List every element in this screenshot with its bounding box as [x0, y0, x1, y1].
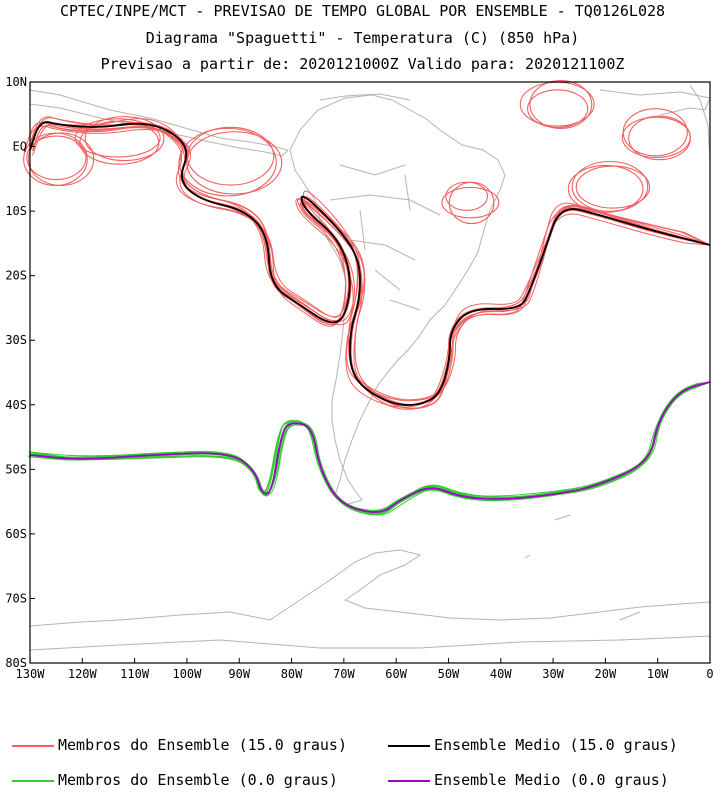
member-15-contour [441, 186, 500, 219]
map-frame [29, 81, 711, 664]
member-15-contour [74, 118, 161, 158]
south-america-coastline [289, 94, 506, 506]
antarctica-lower [29, 635, 711, 651]
lat-tick-label: 20S [5, 269, 27, 283]
lat-tick-label: 70S [5, 591, 27, 605]
legend-label-mean-15: Ensemble Medio (15.0 graus) [434, 736, 678, 754]
member-0-contour [30, 381, 711, 513]
member-0-contour [29, 381, 711, 513]
member-15-contour [178, 127, 277, 197]
member-15-contour [29, 121, 711, 406]
lon-tick-label: 110W [120, 667, 150, 681]
member-15-contour [628, 115, 691, 161]
contour-lines [23, 80, 711, 516]
member-0-contour [29, 381, 711, 514]
lon-tick-label: 10W [647, 667, 669, 681]
member-15-contour [621, 116, 691, 159]
member-15-contour [32, 124, 711, 409]
member-15-contour [529, 80, 593, 130]
member-15-contour [84, 116, 165, 162]
lon-tick-label: 0 [706, 667, 713, 681]
lat-tick-label: 50S [5, 462, 27, 476]
atlantic-islands [524, 514, 641, 621]
legend-swatch-member-0 [12, 779, 54, 782]
member-15-contour [622, 108, 688, 157]
legend-swatch-mean-15 [388, 744, 430, 747]
legend-swatch-mean-0 [388, 779, 430, 782]
lon-tick-label: 50W [438, 667, 460, 681]
lon-tick-label: 40W [490, 667, 512, 681]
lon-tick-label: 90W [228, 667, 250, 681]
member-15-contour [28, 121, 711, 406]
legend-label-member-15: Membros do Ensemble (15.0 graus) [58, 736, 347, 754]
member-15-contour [527, 89, 589, 129]
africa-coastline [689, 84, 711, 161]
member-15-contour [186, 126, 275, 186]
member-15-contour [445, 181, 489, 212]
latitude-axis: 10N EQ 10S 20S 30S 40S 50S 60S 70S 80S [5, 75, 35, 670]
member-15-contour [29, 121, 711, 406]
member-15-contour [26, 135, 87, 181]
lon-tick-label: 60W [385, 667, 407, 681]
lat-tick-label: EQ [13, 140, 27, 154]
member-0-contour [33, 381, 711, 514]
antarctica-coastline [29, 549, 711, 627]
legend-item-mean-0: Ensemble Medio (0.0 graus) [388, 771, 669, 789]
member-15-contour [571, 160, 649, 212]
lat-tick-label: 30S [5, 333, 27, 347]
lat-tick-label: 40S [5, 398, 27, 412]
coastlines [29, 84, 711, 651]
lon-tick-label: 70W [333, 667, 355, 681]
lon-tick-label: 100W [172, 667, 202, 681]
country-borders [329, 164, 441, 311]
legend-item-mean-15: Ensemble Medio (15.0 graus) [388, 736, 678, 754]
lat-tick-label: 80S [5, 656, 27, 670]
lat-tick-label: 60S [5, 527, 27, 541]
member-15-contour [575, 165, 651, 209]
member-15-contour [28, 121, 711, 406]
member-0-contour [31, 381, 711, 515]
lon-tick-label: 120W [68, 667, 98, 681]
lon-tick-label: 80W [281, 667, 303, 681]
legend-item-member-0: Membros do Ensemble (0.0 graus) [12, 771, 338, 789]
lon-tick-label: 30W [542, 667, 564, 681]
member-15-contour [186, 131, 283, 195]
lat-tick-label: 10S [5, 204, 27, 218]
legend-label-mean-0: Ensemble Medio (0.0 graus) [434, 771, 669, 789]
member-0-contour [30, 381, 711, 511]
legend-item-member-15: Membros do Ensemble (15.0 graus) [12, 736, 347, 754]
legend-swatch-member-15 [12, 744, 54, 747]
title-line-1: CPTEC/INPE/MCT - PREVISAO DE TEMPO GLOBA… [59, 2, 666, 20]
ensemble-mean-0-contour [29, 381, 711, 513]
member-15-contour [567, 164, 644, 213]
lon-tick-label: 130W [16, 667, 46, 681]
legend-label-member-0: Membros do Ensemble (0.0 graus) [58, 771, 338, 789]
member-15-contour [25, 122, 711, 407]
member-0-contour [31, 381, 711, 515]
title-line-3: Previsao a partir de: 2020121000Z Valido… [100, 55, 625, 73]
member-15-contour [23, 125, 711, 410]
member-15-contour [31, 125, 711, 410]
ensemble-mean-15-contour [29, 121, 711, 406]
lat-tick-label: 10N [5, 75, 27, 89]
longitude-axis: 130W 120W 110W 100W 90W 80W 70W 60W 50W 40W 30W 20W… [16, 658, 714, 681]
title-line-2: Diagrama "Spaguetti" - Temperatura (C) (… [145, 29, 580, 47]
member-15-contour [28, 116, 711, 401]
caribbean-coastline [319, 89, 711, 116]
member-0-contour [30, 381, 711, 514]
member-15-contour [23, 132, 88, 187]
lon-tick-label: 20W [595, 667, 617, 681]
